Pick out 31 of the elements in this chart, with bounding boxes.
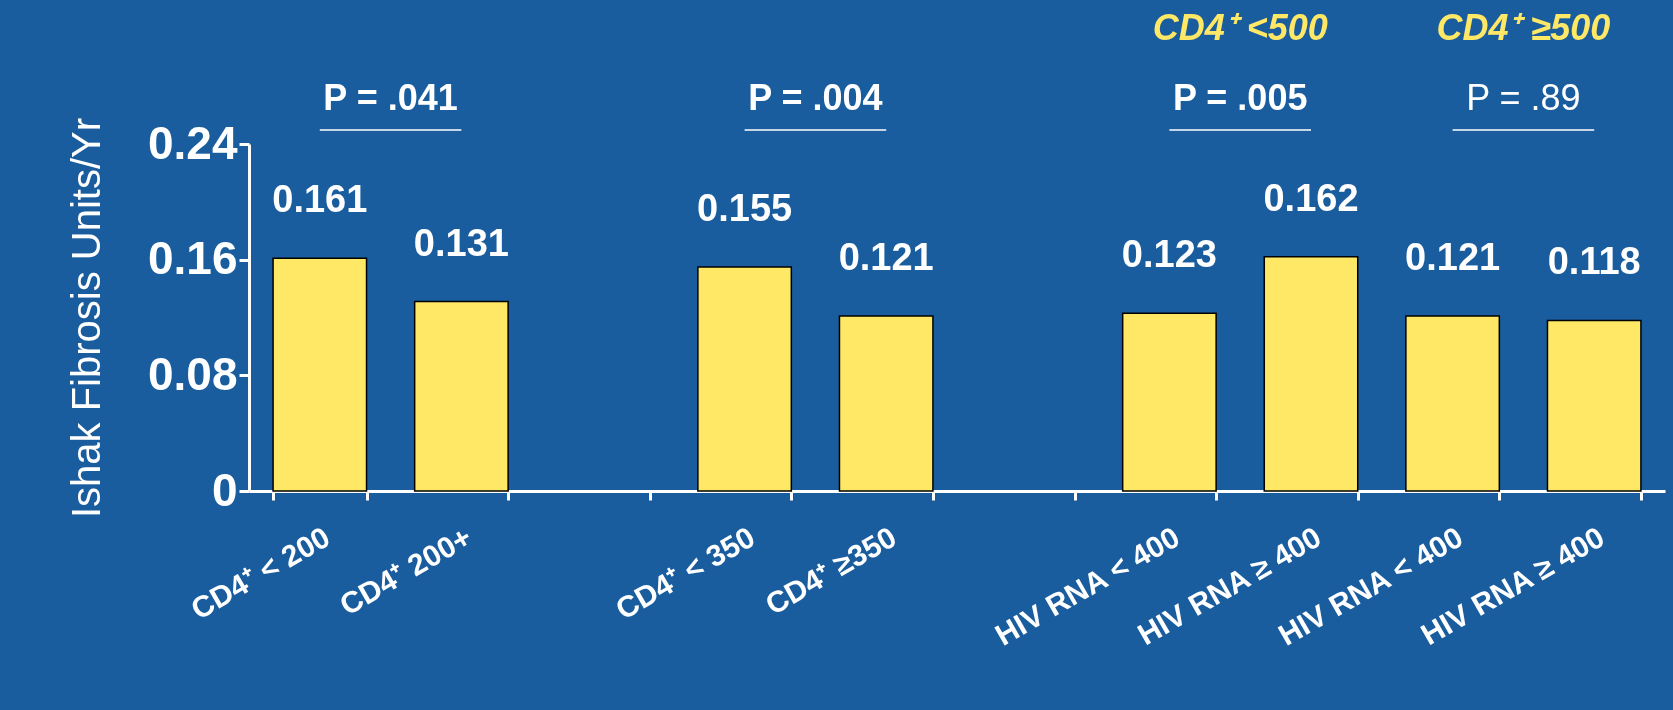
text: CD4⁺ ≥500	[1436, 7, 1611, 48]
data-label: 0.155	[697, 186, 793, 229]
y-tick-label: 0	[211, 463, 238, 516]
data-label: 0.121	[1405, 236, 1501, 279]
bar	[272, 257, 368, 492]
text: P = .004	[748, 77, 883, 118]
y-axis-title: Ishak Fibrosis Units/Yr	[63, 117, 108, 519]
bar	[1263, 256, 1359, 492]
bar	[1405, 315, 1501, 492]
text: P = .89	[1466, 77, 1581, 118]
data-label: 0.131	[413, 221, 509, 264]
text: CD4⁺ <500	[1152, 7, 1328, 48]
data-label: 0.121	[838, 236, 934, 279]
x-tick-label: CD4⁺ < 350	[610, 519, 761, 626]
bar	[697, 266, 793, 492]
y-tick-label: 0.16	[147, 232, 238, 285]
x-tick-label: CD4⁺ ≥350	[759, 519, 902, 621]
y-tick-label: 0.24	[147, 116, 238, 169]
y-tick-label: 0.08	[147, 347, 238, 400]
text: P = .005	[1172, 77, 1308, 118]
data-label: 0.162	[1263, 176, 1359, 219]
x-tick-label: CD4⁺ 200+	[334, 519, 477, 622]
bar	[1546, 319, 1642, 492]
text: P = .041	[323, 77, 458, 118]
bar	[413, 300, 509, 492]
data-label: 0.118	[1547, 240, 1641, 283]
data-label: 0.123	[1121, 233, 1217, 276]
data-label: 0.161	[272, 178, 368, 221]
bar	[838, 315, 934, 492]
x-tick-label: CD4⁺ < 200	[185, 519, 336, 626]
bar	[1121, 312, 1217, 492]
